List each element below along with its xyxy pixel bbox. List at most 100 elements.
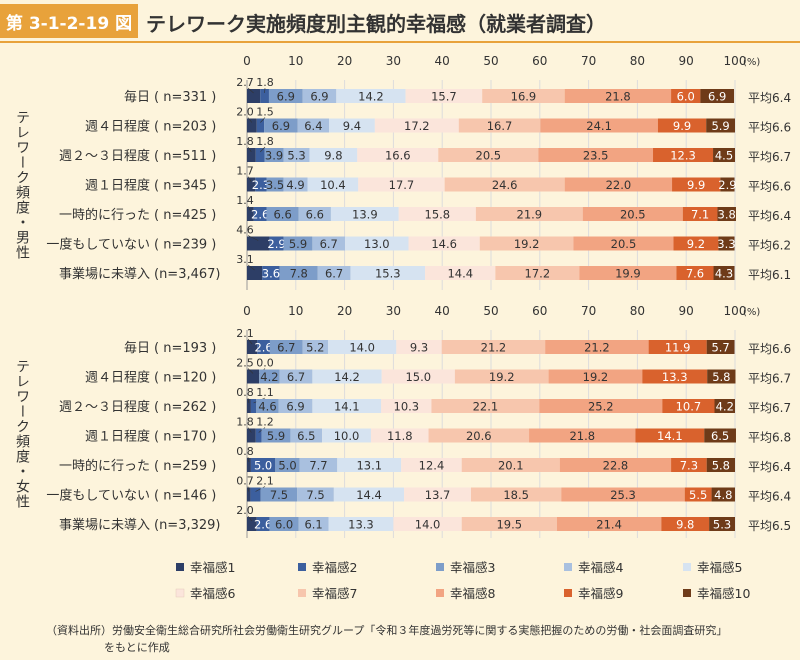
bar-segment-7 [461,458,560,472]
bar-segment-7 [475,207,583,221]
data-label-9: 10.7 [676,400,702,414]
data-label-10: 4.3 [715,267,733,281]
data-label-9: 9.8 [676,518,694,532]
data-label-6: 10.3 [394,400,420,414]
data-label-9: 9.9 [673,119,691,133]
x-tick-label: 40 [435,304,450,318]
x-tick-label: 10 [288,304,303,318]
bar-segment-9 [648,340,707,354]
bar-segment-2 [255,148,265,162]
data-label-3: 4.6 [258,400,276,414]
x-tick-label: 80 [630,54,645,68]
bar-segment-9 [662,399,715,413]
legend-label-4: 幸福感4 [578,560,624,575]
category-n: ( n=146 ) [154,489,216,504]
bar-segment-4 [283,177,308,192]
data-label-10: 6.9 [708,90,726,104]
data-label-1: 0.8 [236,445,254,458]
x-tick-label: 30 [386,304,401,318]
average-label: 平均6.4 [748,91,791,105]
bar-segment-5 [330,207,399,221]
legend-label-2: 幸福感2 [312,560,357,575]
data-label-2: 2.1 [256,475,274,488]
bar-segment-2 [255,428,262,443]
bar-segment-6 [408,236,480,251]
data-label-6: 17.2 [404,119,430,133]
data-label-1: 2.7 [236,76,254,89]
bar-segment-8 [564,89,672,103]
data-label-3: 7.8 [290,267,308,281]
x-tick-label: 60 [532,54,547,68]
data-label-5: 14.2 [358,90,384,104]
legend-label-1: 幸福感1 [190,560,235,575]
leader-line [247,338,253,345]
x-tick-label: 50 [483,54,498,68]
leader-line [247,397,250,404]
bar-segment-2 [250,487,261,502]
data-label-6: 15.8 [425,208,451,222]
data-label-5: 14.0 [349,341,375,355]
percent-unit: (%) [743,307,760,318]
data-label-10: 3.3 [717,237,735,251]
data-label-9: 7.3 [680,459,698,473]
bar-segment-8 [539,399,663,413]
group-label-female: テレワーク頻度・女性 [14,359,30,509]
data-label-2: 1.2 [256,416,274,429]
legend-swatch-2 [298,563,306,571]
data-label-10: 4.5 [715,149,733,163]
bar-segment-1 [247,89,261,103]
bar-segment-10 [707,369,736,384]
data-label-1: 2.1 [236,327,254,340]
data-label-1: 2.0 [236,106,254,119]
category-n: ( n=425 ) [154,208,216,223]
category-label: 週１日程度 [85,178,150,194]
data-label-6: 15.7 [431,90,457,104]
bar-segment-9 [657,118,707,133]
data-label-4: 6.6 [306,208,324,222]
bar-segment-5 [309,148,358,162]
data-label-4: 6.9 [310,90,328,104]
bar-segment-3 [256,399,279,413]
data-label-7: 16.9 [511,90,537,104]
percent-unit: (%) [743,57,760,68]
data-label-6: 14.6 [431,237,457,251]
bar-segment-5 [345,236,409,251]
bar-segment-1 [247,340,258,354]
bar-segment-4 [317,266,351,280]
bar-segment-2 [250,458,276,472]
bar-segment-6 [374,118,459,133]
bar-segment-10 [706,458,735,472]
category-n: (n=3,329) [154,518,221,533]
data-label-9: 7.1 [691,208,709,222]
average-label: 平均6.7 [748,372,791,386]
x-tick-label: 30 [386,54,401,68]
category-label: 毎日 [124,340,150,356]
data-label-5: 13.0 [364,237,390,251]
data-label-9: 13.3 [662,370,688,384]
bar-segment-6 [398,207,476,221]
data-label-2: 5.0 [254,459,272,473]
bar-segment-10 [709,517,735,531]
x-tick-label: 50 [483,304,498,318]
bar-segment-5 [312,399,382,413]
bar-segment-8 [538,148,654,162]
bar-segment-8 [561,487,685,502]
legend-swatch-1 [176,563,184,571]
data-label-7: 21.2 [481,341,507,355]
bar-segment-10 [711,487,735,502]
category-label: 一時的に行った [59,458,150,474]
data-label-9: 14.1 [657,429,683,443]
average-label: 平均6.2 [748,239,791,253]
data-label-8: 25.2 [588,400,614,414]
bar-segment-8 [573,236,674,251]
bar-segment-3 [269,340,303,354]
data-label-10: 4.8 [714,488,732,502]
bar-segment-10 [720,177,735,192]
average-label: 平均6.4 [748,460,791,474]
x-tick-label: 0 [243,54,251,68]
source-note: （資料出所）労働安全衛生総合研究所社会労働衛生研究グループ「令和３年度過労死等に… [46,622,786,656]
data-label-4: 5.2 [306,341,324,355]
data-label-4: 5.3 [287,149,305,163]
data-label-7: 19.2 [489,370,515,384]
category-label: 週４日程度 [85,370,150,386]
